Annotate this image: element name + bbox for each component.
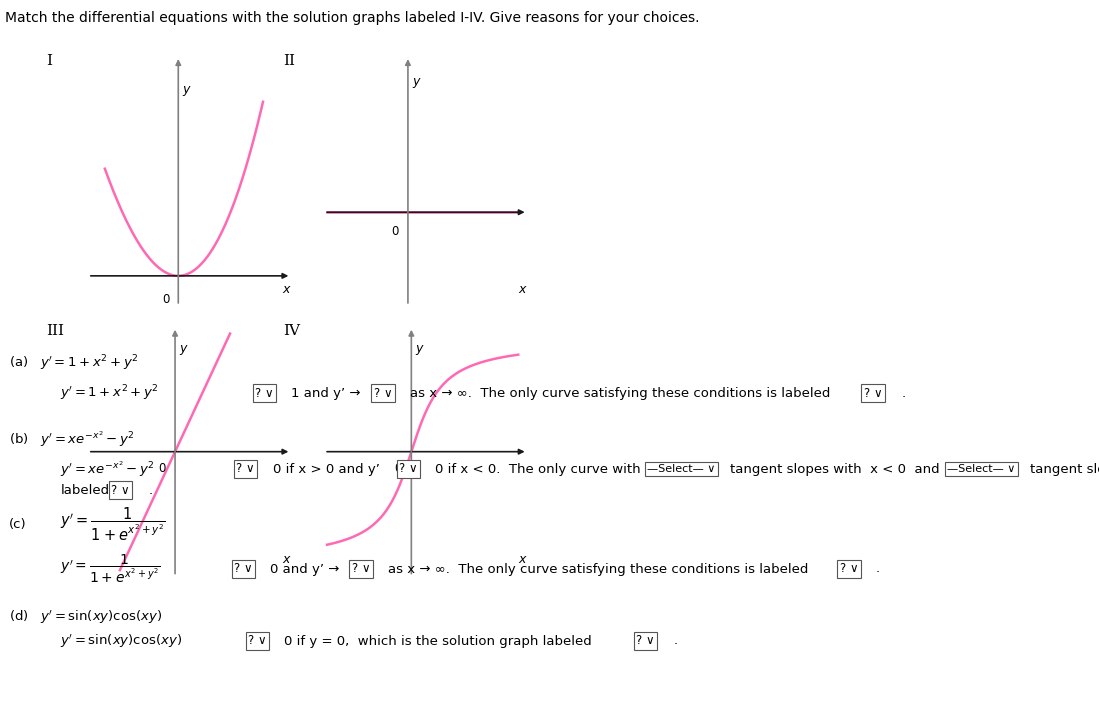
Text: —Select— ∨: —Select— ∨ <box>647 464 715 474</box>
Text: tangent slopes when  x > 0  is: tangent slopes when x > 0 is <box>1030 463 1099 475</box>
Text: (d)   $y' = \sin(xy)\cos(xy)$: (d) $y' = \sin(xy)\cos(xy)$ <box>9 608 162 626</box>
Text: ? ∨: ? ∨ <box>840 562 858 576</box>
Text: as x → ∞.  The only curve satisfying these conditions is labeled: as x → ∞. The only curve satisfying thes… <box>388 562 809 576</box>
Text: .: . <box>876 562 880 576</box>
Text: $y' = \dfrac{1}{1 + e^{x^2+y^2}}$: $y' = \dfrac{1}{1 + e^{x^2+y^2}}$ <box>60 506 166 543</box>
Text: y: y <box>412 75 420 88</box>
Text: $y' = \sin(xy)\cos(xy)$: $y' = \sin(xy)\cos(xy)$ <box>60 632 182 650</box>
Text: y: y <box>179 342 187 355</box>
Text: I: I <box>46 53 52 67</box>
Text: ? ∨: ? ∨ <box>236 463 255 475</box>
Text: Match the differential equations with the solution graphs labeled I-IV. Give rea: Match the differential equations with th… <box>5 11 700 25</box>
Text: (a)   $y' = 1 + x^2 + y^2$: (a) $y' = 1 + x^2 + y^2$ <box>9 353 138 373</box>
Text: x: x <box>282 553 289 567</box>
Text: $y' = \dfrac{1}{1 + e^{x^2+y^2}}$: $y' = \dfrac{1}{1 + e^{x^2+y^2}}$ <box>60 553 160 586</box>
Text: y: y <box>182 82 190 96</box>
Text: as x → ∞.  The only curve satisfying these conditions is labeled: as x → ∞. The only curve satisfying thes… <box>410 387 831 399</box>
Text: 0: 0 <box>395 462 402 475</box>
Text: tangent slopes with  x < 0  and: tangent slopes with x < 0 and <box>730 463 940 475</box>
Text: II: II <box>284 53 296 67</box>
Text: .: . <box>901 387 906 399</box>
Text: ? ∨: ? ∨ <box>399 463 418 475</box>
Text: ? ∨: ? ∨ <box>864 387 882 399</box>
Text: IV: IV <box>284 324 300 338</box>
Text: x: x <box>519 553 525 567</box>
Text: III: III <box>46 324 64 338</box>
Text: $y' = xe^{-x^2} - y^2$: $y' = xe^{-x^2} - y^2$ <box>60 459 155 479</box>
Text: x: x <box>282 283 289 296</box>
Text: ? ∨: ? ∨ <box>234 562 253 576</box>
Text: 0 if x < 0.  The only curve with: 0 if x < 0. The only curve with <box>435 463 641 475</box>
Text: .: . <box>148 484 153 496</box>
Text: —Select— ∨: —Select— ∨ <box>947 464 1015 474</box>
Text: ? ∨: ? ∨ <box>248 635 267 647</box>
Text: 0 and y’ →: 0 and y’ → <box>270 562 340 576</box>
Text: 0 if x > 0 and y’: 0 if x > 0 and y’ <box>273 463 379 475</box>
Text: ? ∨: ? ∨ <box>374 387 392 399</box>
Text: 1 and y’ →: 1 and y’ → <box>291 387 360 399</box>
Text: (b)   $y' = xe^{-x^2} - y^2$: (b) $y' = xe^{-x^2} - y^2$ <box>9 429 134 449</box>
Text: ? ∨: ? ∨ <box>636 635 655 647</box>
Text: 0: 0 <box>162 293 169 307</box>
Text: ? ∨: ? ∨ <box>111 484 130 496</box>
Text: ? ∨: ? ∨ <box>255 387 274 399</box>
Text: 0: 0 <box>158 462 166 475</box>
Text: $y' = 1 + x^2 + y^2$: $y' = 1 + x^2 + y^2$ <box>60 383 159 403</box>
Text: (c): (c) <box>9 518 26 531</box>
Text: ? ∨: ? ∨ <box>352 562 370 576</box>
Text: labeled: labeled <box>60 484 110 496</box>
Text: y: y <box>415 342 423 355</box>
Text: .: . <box>674 635 678 647</box>
Text: 0 if y = 0,  which is the solution graph labeled: 0 if y = 0, which is the solution graph … <box>284 635 591 647</box>
Text: x: x <box>518 283 525 296</box>
Text: 0: 0 <box>391 225 398 238</box>
